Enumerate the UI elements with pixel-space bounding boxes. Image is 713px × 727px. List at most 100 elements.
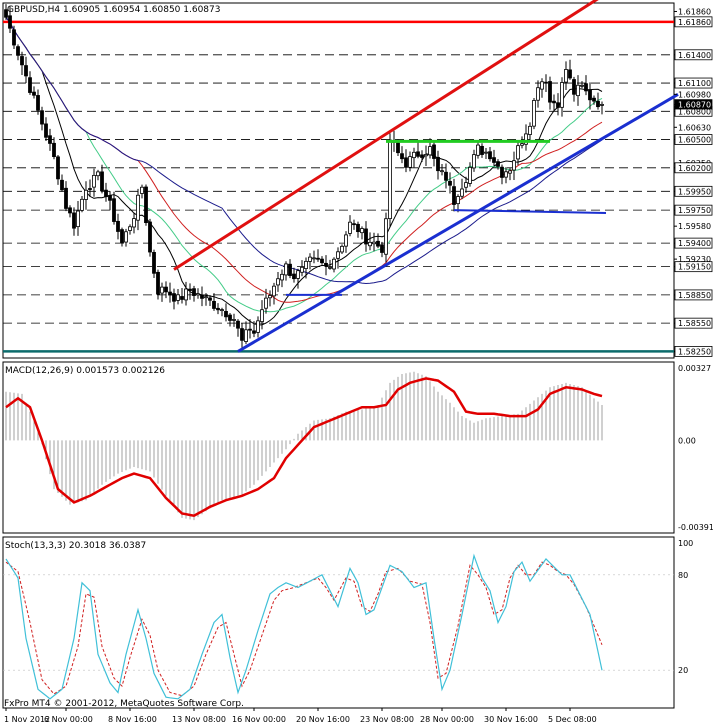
candle[interactable] [512,151,516,181]
candle[interactable] [56,155,60,185]
candle[interactable] [368,232,372,251]
candle[interactable] [288,259,292,279]
candle[interactable] [252,321,256,338]
candle[interactable] [312,250,316,264]
candle[interactable] [84,181,88,210]
candle[interactable] [596,92,600,110]
candle[interactable] [256,316,260,338]
candle[interactable] [348,215,352,237]
candle[interactable] [376,233,380,249]
candle[interactable] [72,207,76,236]
candle[interactable] [380,241,384,258]
candle[interactable] [208,295,212,306]
candle[interactable] [488,146,492,162]
candle[interactable] [40,106,44,131]
candle[interactable] [432,140,436,167]
candle[interactable] [496,159,500,170]
candle[interactable] [28,71,32,95]
candle[interactable] [48,128,52,151]
candle[interactable] [316,249,320,262]
candle[interactable] [248,319,252,339]
candle[interactable] [404,149,408,173]
candle[interactable] [372,232,376,252]
candle[interactable] [424,145,428,167]
candle[interactable] [88,179,92,197]
candle[interactable] [320,256,324,265]
candle[interactable] [528,122,532,141]
candle[interactable] [336,247,340,269]
candle[interactable] [176,288,180,305]
candle[interactable] [264,288,268,314]
macd-pane[interactable] [5,371,603,521]
candle[interactable] [60,174,64,192]
candle[interactable] [540,78,544,98]
candle[interactable] [280,269,284,288]
candle[interactable] [224,303,228,322]
candle[interactable] [344,231,348,253]
candle[interactable] [356,221,360,238]
candle[interactable] [216,303,220,315]
candle[interactable] [340,244,344,255]
candle[interactable] [452,178,456,212]
candle[interactable] [136,188,140,231]
candle[interactable] [92,168,96,197]
candle[interactable] [132,212,136,234]
candle[interactable] [192,285,196,302]
candle[interactable] [148,218,152,257]
candle[interactable] [152,249,156,278]
candle[interactable] [180,287,184,304]
candle[interactable] [68,205,72,218]
candle[interactable] [144,184,148,226]
candle[interactable] [168,282,172,303]
candle[interactable] [96,169,100,181]
candle[interactable] [364,221,368,252]
candle[interactable] [440,164,444,176]
candle[interactable] [416,141,420,159]
candle[interactable] [268,290,272,307]
candle[interactable] [436,150,440,180]
candle[interactable] [544,74,548,93]
candle[interactable] [444,163,448,189]
candle[interactable] [572,76,576,102]
candle[interactable] [476,141,480,159]
candle[interactable] [184,281,188,306]
candle[interactable] [16,44,20,61]
candle[interactable] [524,124,528,151]
candle[interactable] [36,89,40,115]
candle[interactable] [568,59,572,80]
candle[interactable] [480,143,484,158]
candle[interactable] [164,281,168,299]
candle[interactable] [504,167,508,184]
candle[interactable] [592,95,596,105]
candle[interactable] [32,86,36,99]
candle[interactable] [272,282,276,305]
candle[interactable] [472,149,476,172]
candle[interactable] [52,137,56,160]
candle[interactable] [600,101,604,115]
candle[interactable] [300,260,304,277]
candle[interactable] [12,25,16,49]
candle[interactable] [172,288,176,310]
candle[interactable] [200,286,204,307]
candle[interactable] [484,147,488,159]
candle[interactable] [120,227,124,247]
candle[interactable] [560,77,564,117]
candle[interactable] [232,313,236,327]
red-channel-line[interactable] [173,0,606,271]
candle[interactable] [160,282,164,302]
candle[interactable] [212,293,216,311]
candle[interactable] [464,176,468,193]
candle[interactable] [548,76,552,110]
candle[interactable] [500,164,504,185]
candle[interactable] [448,172,452,194]
candle[interactable] [408,151,412,172]
candle[interactable] [244,321,248,345]
candle[interactable] [108,191,112,211]
candle[interactable] [552,94,556,112]
candle[interactable] [412,147,416,168]
candle[interactable] [220,307,224,317]
candle[interactable] [24,56,28,83]
blue-horizontal-2[interactable] [453,209,607,214]
candle[interactable] [536,80,540,108]
candle[interactable] [532,98,536,130]
